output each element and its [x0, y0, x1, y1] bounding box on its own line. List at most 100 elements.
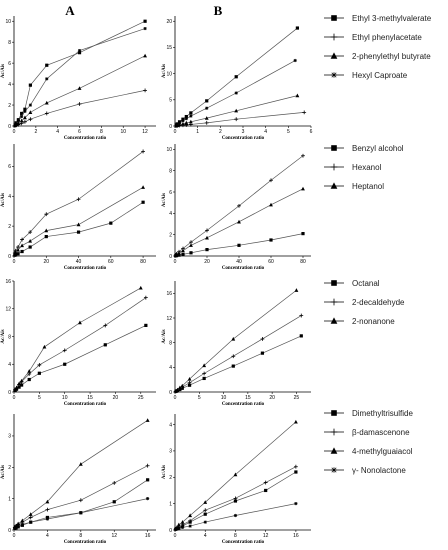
data-point [13, 250, 18, 255]
chart-b2: 0 20 40 60 80 0 2 4 6 8 10 Concentration ratio Ac/Ai… [162, 144, 311, 271]
y-axis-label: Ac/Ais [162, 465, 167, 479]
legend-entry: Hexanol [324, 163, 382, 172]
data-point [19, 378, 24, 383]
data-point [103, 343, 107, 347]
data-point [180, 520, 185, 524]
data-point [45, 517, 50, 521]
series-line [14, 419, 148, 528]
data-point [143, 295, 148, 300]
legend-entry: 2-nonanone [324, 317, 395, 326]
legend-label: Dimethyltrisulfide [352, 409, 413, 418]
data-point [234, 117, 239, 122]
y-tick-label: 2 [8, 224, 11, 230]
data-point [13, 387, 17, 392]
data-point [188, 518, 193, 523]
data-point [23, 115, 27, 120]
data-point [112, 481, 117, 485]
data-point [44, 100, 49, 105]
data-point [37, 363, 42, 367]
y-tick-label: 15 [166, 45, 172, 51]
data-point [28, 110, 33, 114]
series-triangle [12, 185, 146, 257]
data-point [237, 203, 241, 208]
x-tick-label: 8 [79, 533, 82, 539]
x-tick-label: 4 [56, 129, 59, 135]
legend-label: 4-methylguaiacol [352, 447, 413, 456]
data-point [263, 480, 268, 485]
data-point [28, 230, 33, 235]
y-axis-label: Ac/Ais [162, 64, 167, 78]
data-point [145, 418, 150, 422]
legend-entry: Octanal [324, 279, 380, 288]
data-point [237, 243, 241, 247]
data-point [28, 515, 33, 520]
x-tick-label: 0 [174, 259, 177, 265]
series-triangle [173, 186, 305, 257]
data-point [28, 245, 32, 249]
data-point [28, 83, 32, 87]
legend-marker [331, 145, 337, 151]
data-point [189, 111, 193, 115]
y-tick-label: 4 [169, 211, 172, 217]
data-point [202, 363, 207, 368]
legend-entry: Hexyl Caproate [324, 71, 408, 80]
legend-marker [330, 52, 338, 59]
legend-marker [330, 428, 338, 436]
legend-entry: γ- Nonolactone [324, 466, 406, 475]
series-square [13, 478, 150, 531]
series-line [14, 90, 146, 127]
series-plus [173, 153, 305, 257]
data-point [17, 385, 21, 389]
x-axis-label: Concentration ratio [222, 266, 265, 271]
x-tick-label: 12 [142, 129, 148, 135]
x-tick-label: 20 [113, 395, 119, 401]
data-point [138, 285, 143, 290]
x-axis-label: Concentration ratio [222, 540, 265, 545]
legend-marker [331, 467, 337, 473]
series-plus [174, 110, 307, 128]
x-tick-label: 0 [174, 395, 177, 401]
y-tick-label: 12 [5, 307, 11, 313]
legend-marker [331, 15, 337, 21]
legend-entry: 4-methylguaiacol [324, 447, 413, 456]
legend-1: Ethyl 3-methylvalerate Ethyl phenylacetat… [324, 14, 432, 80]
x-axis-label: Concentration ratio [222, 402, 265, 407]
data-point [76, 222, 81, 227]
data-point [27, 369, 32, 373]
y-tick-label: 10 [5, 19, 11, 25]
x-tick-label: 15 [245, 395, 251, 401]
x-tick-label: 80 [300, 259, 306, 265]
series-star [13, 26, 147, 127]
data-point [109, 221, 113, 225]
data-point [78, 320, 82, 325]
x-tick-label: 12 [263, 533, 269, 539]
data-point [28, 103, 32, 107]
data-point [78, 462, 83, 466]
legend-2: Benzyl alcohol Hexanol Heptanol [324, 144, 404, 191]
legend-marker [330, 298, 338, 306]
chart-b1: 0 1 2 3 4 5 6 0 5 10 15 20 Concentration ratio Ac/Ais [162, 16, 313, 141]
legend-label: β-damascenone [352, 428, 410, 437]
data-point [231, 336, 236, 341]
x-tick-label: 12 [111, 533, 117, 539]
x-tick-label: 5 [38, 395, 41, 401]
data-point [20, 243, 24, 248]
series-star [13, 497, 150, 531]
series-line [14, 201, 144, 256]
y-axis-label: Ac/Ais [162, 329, 167, 343]
data-point [184, 117, 188, 121]
x-tick-label: 25 [294, 395, 300, 401]
data-point [293, 58, 297, 63]
chart-a1: 0 2 4 6 8 10 12 0 2 4 6 8 10 Concentration ratio Ac/Ai… [1, 16, 156, 141]
x-tick-label: 10 [221, 395, 227, 401]
y-tick-label: 5 [169, 98, 172, 104]
y-tick-label: 10 [166, 71, 172, 77]
x-tick-label: 8 [100, 129, 103, 135]
data-point [269, 238, 273, 242]
y-axis-label: Ac/Ais [1, 64, 6, 78]
data-point [20, 237, 24, 242]
x-axis-label: Concentration ratio [64, 136, 107, 141]
legend-entry: Ethyl 3-methylvalerate [324, 14, 432, 23]
y-tick-label: 0 [8, 528, 11, 534]
legend-marker [331, 410, 337, 416]
